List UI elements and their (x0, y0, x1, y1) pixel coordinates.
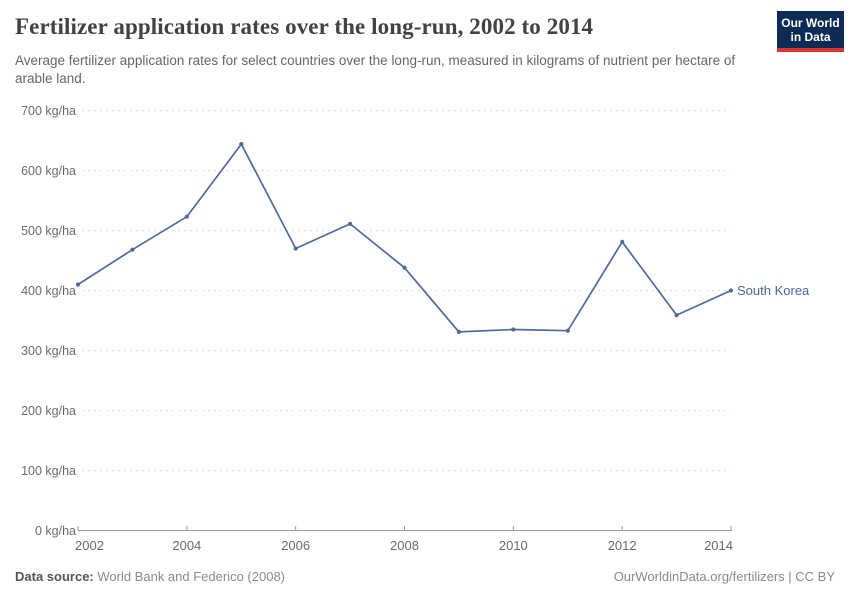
x-tick-label: 2010 (499, 538, 528, 553)
data-point-2002[interactable] (75, 282, 81, 287)
x-tick-label: 2014 (704, 538, 733, 553)
y-tick-label: 200 kg/ha (21, 404, 76, 418)
data-point-2014[interactable] (728, 288, 734, 293)
series-label-south-korea[interactable]: South Korea (737, 283, 810, 298)
data-source-label: Data source: (15, 569, 94, 584)
x-tick-label: 2008 (390, 538, 419, 553)
y-tick-label: 500 kg/ha (21, 224, 76, 238)
data-point-2009[interactable] (456, 329, 461, 334)
data-point-2008[interactable] (402, 265, 407, 270)
x-tick-label: 2012 (608, 538, 637, 553)
owid-license-link[interactable]: OurWorldinData.org/fertilizers | CC BY (613, 569, 835, 584)
data-point-2013[interactable] (674, 313, 679, 318)
y-tick-label: 700 kg/ha (21, 104, 76, 118)
data-source-value: World Bank and Federico (2008) (93, 569, 285, 584)
chart-subtitle: Average fertilizer application rates for… (15, 53, 736, 86)
line-series-south-korea (77, 143, 732, 333)
y-tick-label: 300 kg/ha (21, 344, 76, 358)
x-tick-label: 2006 (281, 538, 310, 553)
data-source-note: Data source: World Bank and Federico (20… (15, 569, 285, 584)
data-point-2012[interactable] (620, 239, 625, 244)
y-tick-label: 100 kg/ha (21, 464, 76, 478)
y-tick-label: 400 kg/ha (21, 284, 76, 298)
y-tick-label: 0 kg/ha (35, 524, 76, 538)
data-point-2005[interactable] (239, 142, 244, 147)
data-point-2003[interactable] (130, 247, 135, 252)
x-tick-label: 2004 (172, 538, 201, 553)
owid-logo-line2: in Data (790, 30, 831, 45)
x-tick-label: 2002 (75, 538, 104, 553)
owid-logo-line1: Our World (781, 16, 840, 30)
data-point-2006[interactable] (293, 246, 298, 251)
owid-logo: Our World in Data (777, 11, 844, 53)
data-point-2007[interactable] (348, 221, 353, 226)
page-title: Fertilizer application rates over the lo… (15, 14, 594, 39)
y-tick-label: 600 kg/ha (21, 164, 76, 178)
data-point-2010[interactable] (511, 327, 516, 332)
data-point-2004[interactable] (184, 214, 189, 219)
data-point-2011[interactable] (565, 328, 570, 333)
